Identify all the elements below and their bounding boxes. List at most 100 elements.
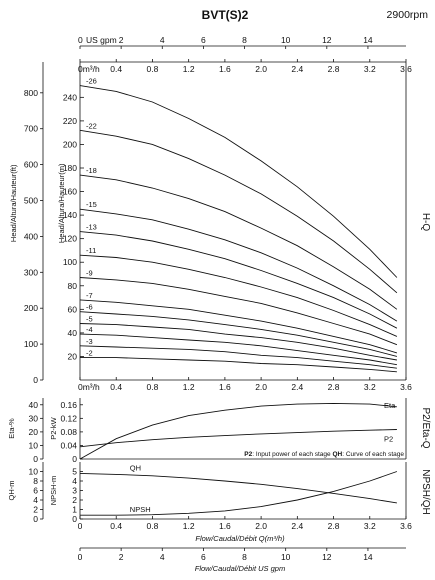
hq-curve-stage4: [79, 333, 397, 366]
top-axis-tick-label: 8: [242, 35, 247, 45]
qh-tick-label: 10: [29, 467, 39, 477]
eta-curve-label: Eta: [384, 401, 396, 410]
hq-top-flow-axis-tick-label: 2.0: [255, 64, 267, 74]
qh-curve-label: QH: [130, 463, 141, 472]
hq-curve-label: -2: [86, 349, 93, 358]
power-p2-tick-label: 0.12: [60, 413, 77, 423]
power-note: P2: Input power of each stage QH: Curve …: [244, 451, 404, 458]
hq-curve-stage6: [79, 311, 398, 357]
bottom-flow-axis-tick-label: 1.6: [219, 521, 231, 531]
hq-bottom-flow-axis-tick-label: 2.0: [255, 382, 267, 392]
hq-curve-label: -7: [86, 291, 93, 300]
power-p2-tick-label: 0: [72, 454, 77, 464]
power-eta-tick-label: 0: [33, 454, 38, 464]
power-panel: 0 0.04 0.08 0.12 0.16 0 10 20 30 40 Eta-% P2-kW P2/E…: [7, 398, 431, 464]
bottom-gpm-tick-label: 12: [322, 552, 332, 562]
bottom-gpm-tick-label: 0: [78, 552, 83, 562]
top-axis-tick-label: 6: [201, 35, 206, 45]
top-axis-zero: 0: [78, 35, 83, 45]
hq-ft-tick-label: 100: [24, 339, 38, 349]
qh-tick-label: 0: [33, 514, 38, 524]
hq-top-flow-unit: 0m³/h: [78, 64, 100, 74]
hq-curve-stage22: [79, 129, 398, 294]
qh-tick-label: 6: [33, 486, 38, 496]
hq-y-label-ft: Head/Altura/Hauteur(ft): [9, 164, 18, 242]
hq-ft-tick-label: 0: [33, 375, 38, 385]
hq-curve-label: -11: [86, 246, 96, 255]
bottom-flow-axis-tick-label: 2.4: [291, 521, 303, 531]
top-axis-tick-label: 12: [322, 35, 332, 45]
hq-curve-label: -15: [86, 200, 97, 209]
hq-y-tick-label: 180: [63, 163, 77, 173]
npsh-tick-label: 4: [72, 476, 77, 486]
hq-ft-tick-label: 400: [24, 231, 38, 241]
top-axis-tick-label: 4: [160, 35, 165, 45]
hq-curve-stage26: [79, 85, 398, 278]
hq-y-tick-label: 140: [63, 210, 77, 220]
top-axis-unit: US gpm: [86, 35, 117, 45]
power-eta-tick-label: 10: [29, 440, 39, 450]
hq-bottom-flow-unit: 0m³/h: [78, 382, 100, 392]
hq-y-tick-label: 40: [68, 328, 78, 338]
hq-ft-tick-label: 700: [24, 124, 38, 134]
note-qh-text: : Curve of each stage: [342, 451, 404, 458]
bottom-flow-axis-tick-label: 2.0: [255, 521, 267, 531]
power-eta-label: Eta-%: [7, 418, 16, 439]
power-side-label: P2/Eta-Q: [420, 407, 431, 448]
hq-curve-label: -4: [86, 325, 93, 334]
hq-curve-stage5: [79, 323, 397, 361]
qh-tick-label: 4: [33, 495, 38, 505]
hq-curve-stage13: [79, 231, 398, 329]
chart-title: BVT(S)2: [202, 8, 249, 22]
hq-bottom-flow-axis-tick-label: 0.8: [147, 382, 159, 392]
hq-y-tick-label: 240: [63, 92, 77, 102]
hq-y-tick-label: 60: [68, 304, 78, 314]
hq-bottom-flow-axis-tick-label: 1.6: [219, 382, 231, 392]
npsh-axis-label: NPSH-m: [49, 476, 58, 506]
hq-ft-tick-label: 800: [24, 88, 38, 98]
hq-bottom-flow-axis-tick-label: 2.4: [291, 382, 303, 392]
top-axis-tick-label: 14: [363, 35, 373, 45]
hq-top-flow-axis-tick-label: 2.4: [291, 64, 303, 74]
bottom-gpm-tick-label: 14: [363, 552, 373, 562]
bottom-gpm-tick-label: 4: [160, 552, 165, 562]
bottom-flow-axis-tick-label: 2.8: [328, 521, 340, 531]
qh-tick-label: 8: [33, 476, 38, 486]
p2-curve-label: P2: [384, 435, 393, 444]
bottom-flow-axis-tick-label: 0.4: [110, 521, 122, 531]
hq-curve-label: -26: [86, 77, 97, 86]
bottom-flow-zero: 0: [78, 521, 83, 531]
hq-y-tick-label: 120: [63, 234, 77, 244]
hq-bottom-flow-axis-tick-label: 1.2: [183, 382, 195, 392]
hq-top-flow-axis-tick-label: 1.6: [219, 64, 231, 74]
top-axis-tick-label: 2: [119, 35, 124, 45]
hq-curve-stage2: [80, 357, 397, 373]
hq-curve-stage15: [79, 208, 398, 322]
bottom-axis: 0.4 0.8 1.2 1.6 2.0 2.4 2.8 3.2 3.6 0 Flow/Caudal/…: [78, 516, 412, 573]
bottom-gpm-tick-label: 8: [242, 552, 247, 562]
hq-y-tick-label: 80: [68, 281, 78, 291]
bottom-flow-axis-tick-label: 1.2: [183, 521, 195, 531]
note-qh-key: QH: [332, 451, 342, 458]
qh-tick-label: 2: [33, 505, 38, 515]
hq-curve-label: -22: [86, 121, 97, 130]
bottom-flow-label: Flow/Caudal/Débit Q(m³/h): [195, 534, 285, 543]
power-eta-tick-label: 40: [29, 400, 39, 410]
bottom-flow-axis-tick-label: 0.8: [147, 521, 159, 531]
npsh-tick-label: 1: [72, 505, 77, 515]
hq-ft-tick-label: 600: [24, 160, 38, 170]
power-p2-tick-label: 0.16: [60, 400, 77, 410]
power-eta-tick-label: 20: [29, 427, 39, 437]
hq-curve-label: -3: [86, 337, 93, 346]
hq-curve-stage3: [79, 345, 397, 369]
hq-y-tick-label: 220: [63, 116, 77, 126]
hq-curve-label: -18: [86, 166, 97, 175]
hq-curve-label: -5: [86, 314, 93, 323]
hq-top-flow-axis-tick-label: 0.4: [110, 64, 122, 74]
note-p2-key: P2: [244, 451, 252, 458]
hq-curve-label: -13: [86, 223, 97, 232]
power-p2-tick-label: 0.04: [60, 440, 77, 450]
hq-top-flow-axis-tick-label: 1.2: [183, 64, 195, 74]
hq-y-tick-label: 200: [63, 139, 77, 149]
